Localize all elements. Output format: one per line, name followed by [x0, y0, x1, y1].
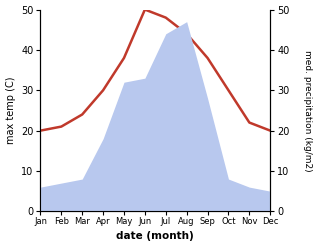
Y-axis label: med. precipitation (kg/m2): med. precipitation (kg/m2)	[303, 50, 313, 171]
Y-axis label: max temp (C): max temp (C)	[5, 77, 16, 144]
X-axis label: date (month): date (month)	[116, 231, 194, 242]
